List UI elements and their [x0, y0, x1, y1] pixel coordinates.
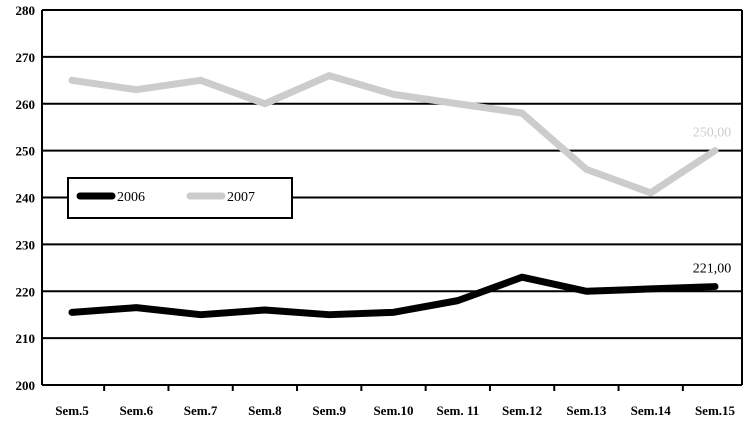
x-tick-label: Sem.7: [184, 403, 218, 418]
x-axis-ticks: Sem.5 Sem.6 Sem.7 Sem.8 Sem.9 Sem.10 Sem. 11 Se…: [55, 403, 735, 418]
series-lines: [68, 72, 719, 319]
axes: [41, 10, 743, 391]
y-tick-label-280: 280: [16, 3, 36, 18]
y-axis-ticks: 200 210 220 230 240 250 260 270 280: [16, 3, 36, 393]
x-tick-label: Sem.5: [55, 403, 89, 418]
x-tick-label: Sem.6: [120, 403, 154, 418]
y-tick-label-220: 220: [16, 284, 36, 299]
x-tick-label: Sem.10: [373, 403, 413, 418]
x-tick-label: Sem.14: [631, 403, 672, 418]
y-tick-label-270: 270: [16, 50, 36, 65]
x-tick-label: Sem.9: [312, 403, 346, 418]
data-label-2006: 221,00: [693, 262, 732, 277]
x-tick-label: Sem.8: [248, 403, 282, 418]
y-tick-label-240: 240: [16, 191, 36, 206]
x-tick-label: Sem.15: [695, 403, 736, 418]
legend: 2006 2007: [67, 177, 293, 219]
y-tick-label-200: 200: [16, 378, 36, 393]
x-tick-label: Sem.12: [502, 403, 542, 418]
x-tick-label: Sem. 11: [436, 403, 479, 418]
y-tick-label-230: 230: [16, 237, 36, 252]
y-tick-label-250: 250: [16, 144, 36, 159]
legend-label-2007: 2007: [227, 190, 255, 205]
y-tick-label-210: 210: [16, 331, 36, 346]
data-label-2007: 250,00: [693, 126, 732, 141]
series-line-2006: [68, 273, 719, 319]
series-line-2007: [68, 72, 719, 197]
x-tick-label: Sem.13: [566, 403, 607, 418]
y-tick-label-260: 260: [16, 97, 36, 112]
data-labels: 250,00 221,00: [693, 126, 732, 277]
legend-label-2006: 2006: [117, 190, 145, 205]
